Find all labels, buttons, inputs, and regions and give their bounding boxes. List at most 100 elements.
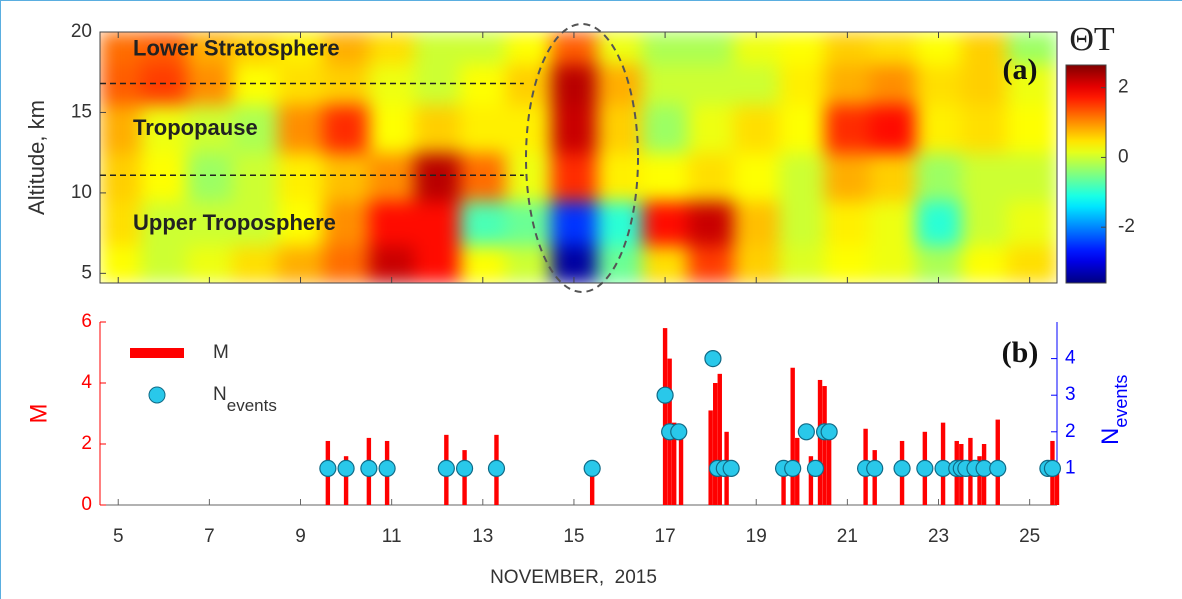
heat-cell [779, 104, 826, 154]
heat-cell [687, 200, 734, 246]
event-marker [337, 459, 355, 477]
heat-cell [870, 32, 917, 65]
event-marker [319, 459, 337, 477]
heat-cell [733, 245, 780, 283]
region-label: Upper Troposphere [133, 210, 336, 235]
heat-cell [733, 152, 780, 202]
heat-cell [915, 104, 962, 154]
y-tick-label: 5 [81, 262, 92, 283]
x-axis-label: NOVEMBER, 2015 [490, 567, 657, 588]
heat-cell [460, 152, 507, 202]
bar [343, 456, 349, 505]
event-marker [806, 459, 825, 477]
heat-cell [915, 200, 962, 246]
heat-cell [1006, 64, 1057, 105]
y-tick-label: 2 [81, 433, 92, 454]
y2-axis-label-sub: events [1111, 375, 1131, 428]
colorbar-tick-label: 0 [1118, 146, 1129, 167]
heat-cell [368, 104, 415, 154]
heat-cell [141, 64, 188, 105]
heat-cell [915, 64, 962, 105]
heat-cell [1006, 200, 1057, 246]
heat-cell [961, 64, 1008, 105]
heat-cell [824, 245, 871, 283]
heat-cell [551, 152, 598, 202]
heatmap [100, 32, 1057, 283]
heat-cell [277, 104, 324, 154]
heat-cell [1006, 32, 1057, 65]
heat-cell [870, 152, 917, 202]
heat-cell [824, 200, 871, 246]
heat-cell [232, 245, 279, 283]
bar [790, 367, 795, 505]
y2-tick-label: 4 [1065, 348, 1076, 369]
heat-cell [687, 152, 734, 202]
colorbar-tick-label: 2 [1118, 77, 1129, 98]
event-marker [704, 350, 722, 368]
heat-cell [596, 64, 643, 105]
bar [662, 328, 668, 505]
heat-cell [687, 32, 734, 65]
event-marker [670, 423, 688, 441]
event-marker [656, 386, 674, 404]
bar [678, 428, 684, 505]
heat-cell [551, 245, 598, 283]
heat-cell [915, 152, 962, 202]
event-marker [784, 459, 802, 477]
heat-cell [186, 64, 233, 105]
event-marker [437, 459, 455, 477]
heat-cell [186, 245, 233, 283]
heat-cell [824, 64, 871, 105]
heat-cell [687, 104, 734, 154]
heat-cell [323, 104, 370, 154]
heat-cell [505, 64, 552, 105]
heat-cell [551, 104, 598, 154]
y2-tick-label: 2 [1065, 421, 1076, 442]
legend-swatch [148, 386, 166, 404]
y2-axis-label-main: N [1097, 428, 1124, 445]
heat-cell [368, 64, 415, 105]
bar [781, 468, 786, 505]
bar [872, 450, 877, 505]
y2-axis-label: Nevents [1097, 375, 1130, 445]
heat-cell [551, 200, 598, 246]
heat-cell [551, 64, 598, 105]
heat-cell [460, 200, 507, 246]
heat-cell [460, 64, 507, 105]
heat-cell [232, 104, 279, 154]
heat-cell [232, 64, 279, 105]
y-axis-label: Altitude, km [24, 100, 49, 215]
heat-cell [414, 32, 461, 65]
heat-cell [100, 104, 142, 154]
heat-cell [414, 64, 461, 105]
heat-cell [141, 245, 188, 283]
event-marker [722, 459, 740, 477]
event-marker [378, 459, 396, 477]
heat-cell [687, 64, 734, 105]
heat-cell [505, 245, 552, 283]
legend-label: M [213, 342, 229, 363]
panel-label: (b) [1002, 336, 1039, 369]
y-axis-label: M [25, 404, 52, 424]
heat-cell [141, 152, 188, 202]
bar [826, 434, 832, 505]
panel-label: (a) [1003, 53, 1038, 86]
x-tick-label: 15 [563, 526, 584, 547]
heat-cell [323, 152, 370, 202]
heat-cell [323, 245, 370, 283]
heat-cell [1006, 104, 1057, 154]
heat-cell [505, 152, 552, 202]
heat-cell [596, 245, 643, 283]
heat-cell [733, 104, 780, 154]
x-tick-label: 23 [928, 526, 949, 547]
y-tick-label: 20 [71, 21, 92, 42]
heat-cell [323, 64, 370, 105]
heat-cell [368, 152, 415, 202]
heat-cell [642, 104, 689, 154]
heat-cell [642, 200, 689, 246]
heat-cell [277, 200, 324, 246]
event-marker [820, 423, 838, 441]
heat-cell [232, 152, 279, 202]
